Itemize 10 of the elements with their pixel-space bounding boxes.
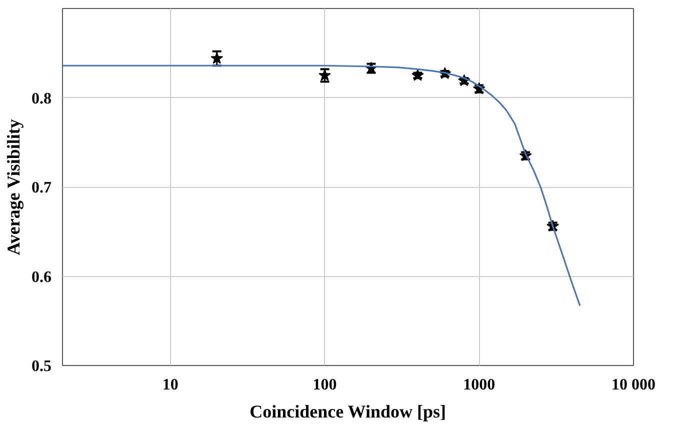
x-tick-label: 100: [312, 376, 337, 394]
x-tick-label: 10: [162, 376, 178, 394]
x-tick-label: 10 000: [612, 376, 656, 394]
y-axis-title: Average Visibility: [4, 119, 24, 256]
x-axis-title: Coincidence Window [ps]: [250, 402, 446, 422]
y-tick-label: 0.7: [32, 180, 52, 196]
y-tick-label: 0.5: [32, 358, 52, 375]
x-tick-label: 1000: [463, 376, 496, 394]
y-tick-label: 0.6: [32, 268, 52, 286]
y-tick-label: 0.8: [32, 90, 52, 108]
